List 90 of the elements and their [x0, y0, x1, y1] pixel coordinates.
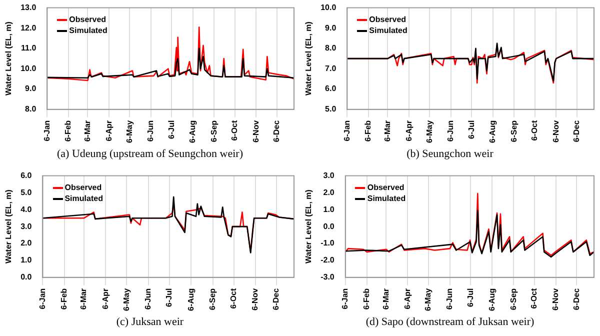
x-tick-label: 6-Oct	[530, 120, 540, 141]
y-tick-label: 10.0	[320, 3, 337, 12]
y-tick-label: 7.0	[325, 64, 337, 73]
x-tick-label: 6-Jul	[466, 120, 476, 139]
x-tick-label: 6-Jun	[146, 120, 156, 142]
y-tick-label: 13.0	[20, 3, 37, 12]
y-tick-label: 1.0	[323, 204, 335, 214]
x-tick-label: 6-Sep	[508, 288, 518, 310]
x-tick-label: 6-Aug	[488, 120, 498, 143]
legend-label: Simulated	[64, 192, 103, 204]
x-tick-label: 6-May	[424, 288, 433, 312]
x-tick-label: 6-Nov	[551, 120, 560, 143]
y-axis-title: Water Level (EL, m)	[304, 21, 314, 96]
y-tick-label: 9.0	[325, 23, 337, 32]
y-tick-label: 5.0	[325, 104, 337, 114]
x-tick-label: 6-Feb	[364, 120, 373, 142]
x-tick-label: 6-Dec	[572, 288, 581, 310]
legend-label: Observed	[368, 14, 408, 25]
y-tick-label: 0.0	[20, 272, 32, 282]
y-tick-label: 1.0	[20, 256, 32, 265]
y-tick-label: 9.0	[25, 84, 37, 94]
text: (b) Seungchon weir	[406, 148, 494, 160]
y-tick-label: 10.0	[20, 64, 37, 73]
x-tick-label: 6-Nov	[251, 120, 260, 143]
y-tick-label: 2.0	[323, 188, 335, 197]
x-tick-label: 6-Apr	[402, 288, 412, 310]
y-tick-label: 0.0	[323, 222, 335, 231]
x-tick-label: 6-Sep	[509, 120, 518, 142]
y-tick-label: 5.0	[20, 188, 32, 197]
x-tick-label: 6-Dec	[272, 120, 282, 142]
text: (a) Udeung (upstream of Seungchon weir)	[56, 148, 244, 160]
y-axis-title: Water Level (EL, m)	[304, 189, 314, 264]
x-tick-label: 6-Aug	[487, 288, 496, 311]
x-tick-label: 6-Oct	[530, 288, 539, 309]
x-tick-label: 6-Aug	[188, 120, 198, 143]
x-tick-label: 6-Jan	[42, 120, 52, 142]
legend-label: Simulated	[368, 24, 408, 36]
x-tick-label: 6-Jul	[164, 288, 174, 307]
x-tick-label: 6-Sep	[208, 288, 218, 310]
y-tick-label: -1.0	[320, 238, 335, 248]
text: (c) Juksan weir	[115, 316, 185, 328]
x-tick-label: 6-Jun	[144, 288, 153, 310]
y-tick-label: 6.0	[325, 84, 337, 94]
y-tick-label: 3.0	[323, 171, 335, 180]
y-tick-label: 2.0	[20, 238, 32, 248]
y-tick-label: -2.0	[320, 256, 335, 265]
x-tick-label: 6-Feb	[60, 288, 69, 310]
x-tick-label: 6-Aug	[186, 288, 196, 311]
legend-label: Observed	[68, 14, 108, 25]
y-axis-title: Water Level (EL, m)	[4, 21, 14, 96]
x-tick-label: 6-Jun	[446, 120, 456, 142]
x-tick-label: 6-Oct	[229, 288, 238, 309]
y-tick-label: 3.0	[20, 222, 32, 231]
y-tick-label: -3.0	[320, 272, 335, 282]
y-axis-title: Water Level (EL, m)	[4, 189, 14, 264]
x-tick-label: 6-Mar	[382, 120, 392, 142]
x-tick-label: 6-Mar	[381, 288, 390, 310]
x-tick-label: 6-Mar	[79, 288, 88, 310]
x-tick-label: 6-Feb	[362, 288, 372, 310]
text: (d) Sapo (downstream of Juksan weir)	[364, 316, 536, 328]
x-tick-label: 6-Nov	[551, 288, 560, 311]
legend-label: Simulated	[68, 24, 108, 36]
x-tick-label: 6-Apr	[100, 288, 110, 310]
y-tick-label: 11.0	[21, 44, 37, 53]
x-tick-label: 6-May	[122, 288, 131, 312]
x-tick-label: 6-Oct	[230, 120, 240, 141]
x-tick-label: 6-Jul	[166, 120, 176, 139]
x-tick-label: 6-Feb	[64, 120, 73, 142]
x-tick-label: 6-Jan	[340, 288, 350, 310]
x-tick-label: 6-Jun	[445, 288, 454, 310]
y-tick-label: 6.0	[20, 171, 32, 180]
x-tick-label: 6-Dec	[572, 120, 582, 142]
x-tick-label: 6-Apr	[104, 120, 114, 142]
x-tick-label: 6-Dec	[272, 288, 281, 310]
x-tick-label: 6-Nov	[250, 288, 260, 311]
x-tick-label: 6-Jul	[466, 288, 475, 307]
legend-label: Observed	[366, 182, 406, 193]
x-tick-label: 6-Jan	[38, 288, 47, 310]
x-tick-label: 6-May	[424, 120, 434, 144]
x-tick-label: 6-May	[124, 120, 134, 144]
legend-label: Observed	[64, 182, 103, 193]
y-tick-label: 12.0	[20, 23, 37, 32]
y-tick-label: 4.0	[20, 204, 32, 214]
x-tick-label: 6-Mar	[82, 120, 92, 142]
x-tick-label: 6-Apr	[404, 120, 414, 142]
y-tick-label: 8.0	[25, 104, 37, 114]
y-tick-label: 8.0	[325, 44, 337, 53]
legend-label: Simulated	[366, 192, 406, 204]
x-tick-label: 6-Sep	[209, 120, 218, 142]
x-tick-label: 6-Jan	[342, 120, 352, 142]
